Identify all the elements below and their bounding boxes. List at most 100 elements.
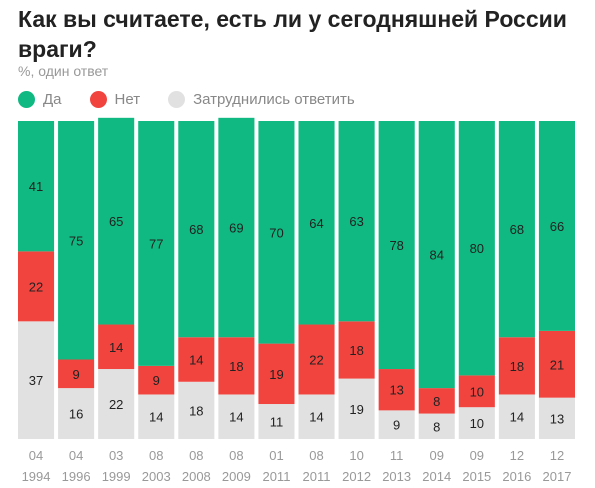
chart-title: Как вы считаете, есть ли у сегодняшней Р… [18, 6, 567, 62]
legend-item-unsure: Затруднились ответить [168, 90, 355, 108]
bar-segment-unsure [58, 388, 95, 439]
legend-label-unsure: Затруднились ответить [193, 90, 355, 108]
bar-segment-no [498, 337, 535, 395]
x-tick-label-year: 1996 [62, 469, 91, 484]
x-tick-label-year: 1999 [102, 469, 131, 484]
bar-segment-unsure [338, 378, 375, 439]
bar-segment-unsure [498, 394, 535, 439]
bar-segment-no [298, 324, 335, 395]
legend: Да Нет Затруднились ответить [18, 88, 383, 110]
bar-segment-unsure [298, 394, 335, 439]
x-tick-label-month: 12 [550, 448, 564, 463]
data-label-no: 9 [72, 367, 79, 382]
x-tick-label-year: 2003 [142, 469, 171, 484]
bar-segment-no [138, 365, 175, 395]
data-label-yes: 63 [349, 214, 363, 229]
data-label-unsure: 22 [109, 397, 123, 412]
data-label-no: 14 [109, 340, 123, 355]
data-label-no: 8 [433, 394, 440, 409]
x-tick-label-month: 08 [189, 448, 203, 463]
data-label-unsure: 18 [189, 403, 203, 418]
bar-segment-no [58, 359, 95, 389]
data-label-yes: 77 [149, 236, 163, 251]
bar-segment-unsure [458, 407, 495, 439]
bar-segment-yes [58, 121, 95, 360]
x-tick-label-year: 2016 [502, 469, 531, 484]
bar-segment-no [418, 388, 455, 414]
data-label-yes: 68 [189, 222, 203, 237]
data-label-no: 18 [229, 359, 243, 374]
bar-segment-unsure [18, 321, 55, 439]
x-tick-label-month: 09 [470, 448, 484, 463]
data-label-unsure: 13 [550, 411, 564, 426]
bar-segment-unsure [258, 404, 295, 439]
x-tick-label-month: 11 [390, 448, 404, 463]
data-label-unsure: 8 [433, 419, 440, 434]
data-label-no: 13 [389, 383, 403, 398]
bar-segment-yes [18, 121, 55, 252]
bar-segment-yes [258, 121, 295, 344]
legend-label-no: Нет [114, 90, 141, 108]
x-tick-label-year: 2013 [382, 469, 411, 484]
x-tick-label-month: 04 [69, 448, 83, 463]
bar-segment-unsure [178, 381, 215, 439]
x-tick-label-month: 08 [309, 448, 323, 463]
x-tick-label-month: 01 [269, 448, 283, 463]
bar-segment-yes [538, 121, 575, 331]
bar-segment-no [378, 369, 415, 411]
bar-segment-yes [178, 121, 215, 338]
bar-segment-yes [498, 121, 535, 338]
legend-item-yes: Да [18, 90, 62, 108]
x-tick-label-month: 10 [349, 448, 363, 463]
legend-swatch-yes [18, 90, 35, 108]
bar-segment-unsure [378, 410, 415, 439]
bar-segment-unsure [538, 397, 575, 439]
data-label-yes: 68 [510, 222, 524, 237]
bar-segment-yes [138, 121, 175, 366]
data-label-no: 22 [309, 353, 323, 368]
data-label-unsure: 14 [309, 410, 323, 425]
legend-item-no: Нет [89, 90, 141, 108]
data-label-no: 22 [29, 279, 43, 294]
x-tick-label-month: 08 [229, 448, 243, 463]
data-label-no: 19 [269, 367, 283, 382]
data-label-yes: 80 [470, 241, 484, 256]
x-tick-label-year: 2011 [303, 469, 331, 484]
bar-segment-unsure [418, 413, 455, 439]
bar-segment-no [258, 343, 295, 405]
legend-swatch-no [89, 90, 107, 108]
data-label-yes: 69 [229, 221, 243, 236]
bar-segment-yes [458, 121, 495, 376]
bar-segment-yes [378, 121, 415, 370]
x-tick-label-month: 08 [149, 448, 163, 463]
bar-segment-unsure [218, 394, 255, 439]
data-label-no: 18 [510, 359, 524, 374]
data-label-no: 10 [470, 384, 484, 399]
legend-swatch-unsure [168, 90, 186, 108]
bar-segment-no [178, 337, 215, 382]
data-label-no: 21 [550, 357, 564, 372]
x-tick-label-year: 1994 [22, 469, 51, 484]
data-label-yes: 41 [29, 179, 43, 194]
bar-segment-yes [218, 117, 255, 338]
x-tick-label-year: 2012 [342, 469, 371, 484]
bar-segment-yes [98, 117, 135, 325]
data-label-unsure: 37 [29, 373, 43, 388]
bar-segment-yes [418, 121, 455, 389]
data-label-yes: 84 [430, 248, 444, 263]
data-label-no: 18 [349, 343, 363, 358]
data-label-unsure: 14 [510, 410, 524, 425]
data-label-yes: 66 [550, 219, 564, 234]
bar-segment-no [98, 324, 135, 370]
chart-subtitle: %, один ответ [18, 63, 109, 79]
x-tick-label-year: 2011 [262, 469, 290, 484]
legend-label-yes: Да [43, 90, 62, 108]
x-tick-label-year: 2008 [182, 469, 211, 484]
x-tick-label-year: 2009 [222, 469, 251, 484]
data-label-yes: 64 [309, 216, 323, 231]
x-tick-label-month: 04 [29, 448, 43, 463]
bar-segment-no [458, 375, 495, 408]
data-label-unsure: 11 [270, 415, 284, 430]
x-tick-label-year: 2017 [543, 469, 572, 484]
bar-segment-no [538, 330, 575, 398]
